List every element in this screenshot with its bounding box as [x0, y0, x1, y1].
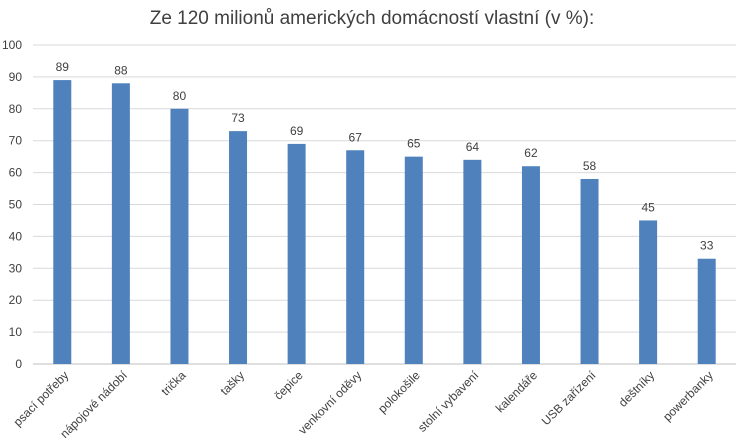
data-label: 80 [173, 89, 187, 103]
bar [521, 166, 540, 364]
y-tick-label: 20 [9, 293, 23, 307]
category-label: čepice [271, 368, 306, 403]
bar [229, 131, 248, 364]
y-tick-label: 100 [2, 38, 22, 52]
data-label: 73 [231, 111, 245, 125]
y-tick-label: 80 [9, 102, 23, 116]
y-tick-label: 30 [9, 261, 23, 275]
bar [346, 150, 365, 364]
bar [287, 143, 306, 364]
y-tick-label: 70 [9, 134, 23, 148]
bar [580, 178, 599, 364]
category-label: powerbanky [660, 368, 716, 424]
chart-title: Ze 120 milionů amerických domácností vla… [149, 8, 595, 29]
bar [404, 156, 423, 364]
category-label: polokošile [375, 368, 423, 416]
data-label: 45 [641, 200, 655, 214]
bar [697, 258, 716, 364]
bar [463, 159, 482, 364]
bar [170, 108, 189, 364]
bar [53, 80, 72, 364]
bar [639, 220, 658, 364]
data-label: 65 [407, 137, 421, 151]
data-label: 69 [290, 124, 304, 138]
category-label: trička [158, 368, 188, 398]
category-label: psací potřeby [11, 368, 72, 429]
bar [111, 83, 130, 364]
data-label: 64 [466, 140, 480, 154]
data-label: 67 [349, 130, 363, 144]
category-label: tašky [217, 368, 247, 398]
category-label: USB zařízení [539, 368, 599, 428]
category-label: kalendáře [493, 368, 540, 415]
y-tick-label: 10 [9, 325, 23, 339]
data-label: 58 [583, 159, 597, 173]
y-tick-label: 50 [9, 198, 23, 212]
data-label: 89 [56, 60, 70, 74]
data-label: 33 [700, 239, 714, 253]
category-label: deštníky [616, 368, 658, 410]
category-label: stolní vybavení [415, 368, 482, 435]
data-label: 62 [524, 146, 538, 160]
data-label: 88 [114, 63, 128, 77]
y-tick-label: 60 [9, 166, 23, 180]
category-label: venkovní oděvy [295, 368, 364, 437]
y-tick-label: 90 [9, 70, 23, 84]
y-tick-label: 0 [15, 357, 22, 371]
y-tick-label: 40 [9, 229, 23, 243]
